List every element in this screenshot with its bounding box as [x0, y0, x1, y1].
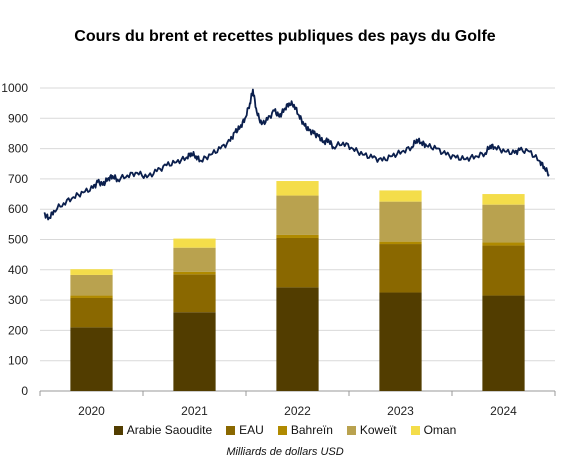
bar-segment — [276, 195, 319, 235]
bar-segment — [276, 234, 319, 238]
legend-label: EAU — [239, 423, 264, 437]
y-tick-label: 0 — [21, 384, 28, 398]
bar-segment — [482, 242, 525, 246]
bar-segment — [70, 297, 113, 328]
x-tick-label: 2023 — [387, 404, 414, 418]
bar-segment — [70, 295, 113, 298]
y-tick-label: 1000 — [1, 81, 28, 95]
bar-segment — [276, 237, 319, 288]
legend-swatch — [113, 425, 123, 435]
bar-segment — [173, 271, 216, 275]
brent-price-line — [43, 88, 550, 221]
bar-segment — [276, 181, 319, 196]
bar-segment — [70, 327, 113, 391]
y-tick-label: 400 — [8, 263, 28, 277]
legend-item: Koweït — [346, 423, 397, 437]
bar-segment — [173, 312, 216, 391]
legend-label: Arabie Saoudite — [126, 423, 213, 437]
legend-swatch — [410, 425, 420, 435]
bar-segment — [70, 269, 113, 275]
y-tick-label: 300 — [8, 293, 28, 307]
bar-segment — [482, 295, 525, 391]
legend-item: Arabie Saoudite — [113, 423, 213, 437]
y-tick-label: 500 — [8, 233, 28, 247]
legend-label: Oman — [423, 423, 457, 437]
bar-segment — [482, 194, 525, 205]
chart-legend: Arabie Saoudite EAU Bahreïn Koweït Oman — [0, 423, 570, 438]
bar-segment — [173, 238, 216, 248]
legend-label: Koweït — [359, 423, 397, 437]
legend-label: Bahreïn — [290, 423, 333, 437]
x-tick-label: 2024 — [490, 404, 517, 418]
bar-segment — [482, 245, 525, 296]
bar-segment — [276, 287, 319, 391]
bar-segment — [482, 204, 525, 243]
legend-swatch — [277, 425, 287, 435]
x-tick-label: 2021 — [181, 404, 208, 418]
y-tick-label: 100 — [8, 354, 28, 368]
y-tick-label: 200 — [8, 323, 28, 337]
legend-item: Oman — [410, 423, 457, 437]
bar-segment — [379, 190, 422, 202]
bar-segment — [173, 247, 216, 272]
x-tick-label: 2020 — [78, 404, 105, 418]
chart-caption: Milliards de dollars USD — [226, 446, 344, 458]
chart-title: Cours du brent et recettes publiques des… — [74, 28, 496, 45]
x-tick-label: 2022 — [284, 404, 311, 418]
legend-swatch — [226, 425, 236, 435]
bar-segment — [379, 241, 422, 245]
y-tick-label: 600 — [8, 202, 28, 216]
bar-segment — [379, 201, 422, 242]
bar-segment — [173, 274, 216, 313]
bar-segment — [379, 244, 422, 293]
legend-item: Bahreïn — [277, 423, 333, 437]
legend-item: EAU — [226, 423, 264, 437]
y-tick-label: 700 — [8, 172, 28, 186]
y-tick-label: 900 — [8, 111, 28, 125]
legend-swatch — [346, 425, 356, 435]
bar-segment — [379, 292, 422, 391]
y-tick-label: 800 — [8, 142, 28, 156]
bar-segment — [70, 274, 113, 296]
